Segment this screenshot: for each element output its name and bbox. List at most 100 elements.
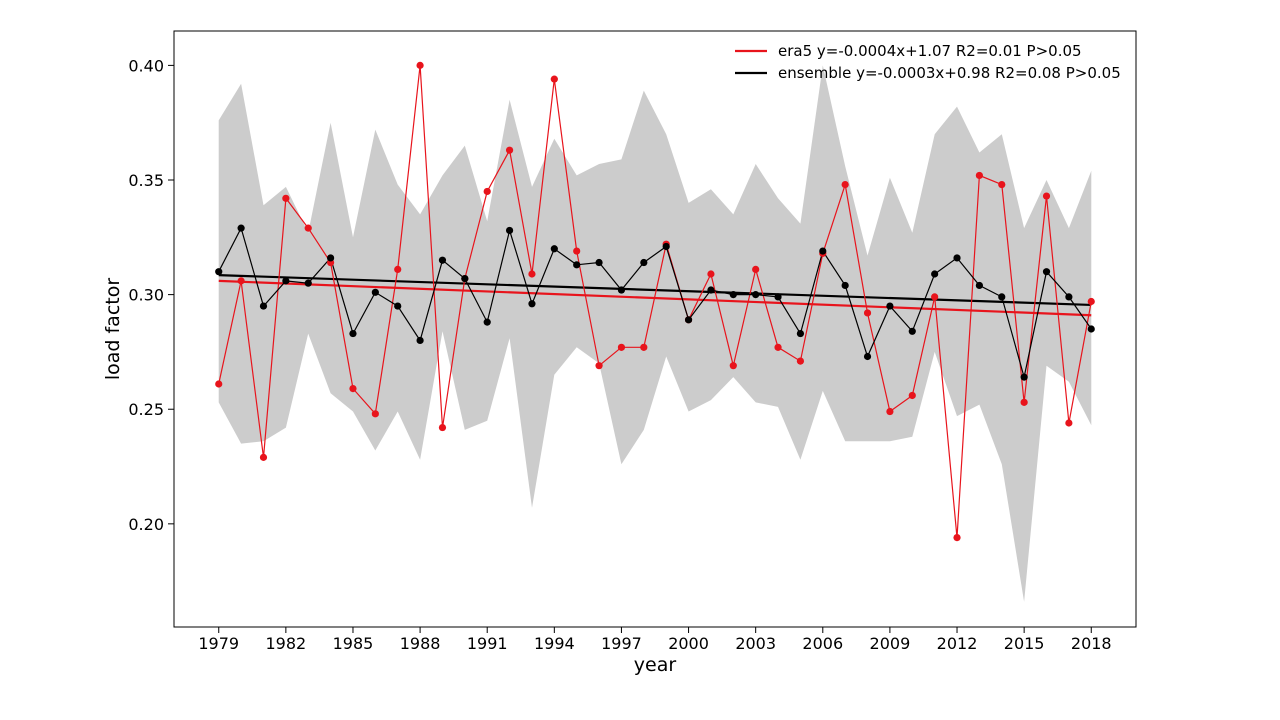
data-point-ensemble-2006	[819, 247, 827, 255]
legend-entry-era5: era5 y=-0.0004x+1.07 R2=0.01 P>0.05	[778, 42, 1082, 60]
x-tick-label: 1997	[601, 634, 642, 653]
data-point-ensemble-2013	[975, 281, 983, 290]
x-tick-label: 1994	[534, 634, 575, 653]
data-point-era5-1987	[394, 265, 402, 273]
series-line-era5	[218, 65, 1092, 538]
data-point-ensemble-1985	[349, 329, 357, 338]
data-point-era5-1982	[282, 194, 290, 202]
data-point-ensemble-1994	[550, 245, 558, 253]
data-point-ensemble-2003	[752, 291, 760, 299]
data-point-ensemble-2004	[774, 293, 782, 301]
data-point-ensemble-1987	[394, 302, 402, 310]
data-point-era5-2018	[1087, 297, 1095, 306]
x-tick-label: 1991	[467, 634, 508, 653]
data-point-ensemble-1988	[416, 336, 424, 345]
y-tick-label: 0.25	[128, 400, 164, 419]
data-point-ensemble-1982	[282, 277, 290, 285]
data-point-ensemble-2010	[908, 327, 916, 335]
x-tick-label: 1988	[400, 634, 441, 653]
data-point-ensemble-1998	[640, 258, 648, 267]
data-point-ensemble-2014	[998, 293, 1006, 301]
y-tick-label: 0.40	[128, 56, 164, 75]
data-point-era5-1986	[371, 410, 379, 418]
data-point-ensemble-2005	[796, 329, 805, 338]
data-point-ensemble-2009	[886, 302, 894, 310]
data-point-era5-1981	[259, 453, 268, 461]
data-point-ensemble-1991	[483, 318, 491, 326]
data-point-ensemble-2001	[707, 286, 715, 294]
ensemble-range-area	[218, 65, 1092, 602]
data-point-ensemble-1999	[662, 242, 670, 251]
data-point-era5-1993	[528, 270, 536, 278]
x-tick-label: 2000	[668, 634, 709, 653]
x-tick-label: 2009	[870, 634, 911, 653]
data-point-ensemble-2012	[953, 254, 961, 262]
data-point-ensemble-1984	[327, 254, 335, 262]
data-point-ensemble-1980	[237, 224, 245, 232]
data-point-era5-1994	[550, 75, 558, 83]
data-point-era5-2002	[729, 362, 737, 370]
series-line-ensemble	[218, 226, 1092, 378]
series-lines	[218, 65, 1092, 538]
data-point-ensemble-2016	[1042, 268, 1051, 276]
data-point-era5-1985	[349, 385, 357, 393]
data-point-era5-1988	[416, 61, 424, 69]
x-tick-label: 2006	[802, 634, 843, 653]
data-point-ensemble-1993	[528, 300, 536, 308]
y-tick-label: 0.30	[128, 286, 164, 305]
data-point-era5-1989	[438, 423, 447, 432]
data-point-ensemble-1990	[461, 274, 469, 283]
data-point-ensemble-1983	[304, 279, 312, 287]
data-point-era5-1979	[215, 380, 223, 388]
data-point-ensemble-2007	[841, 281, 849, 290]
x-tick-label: 1985	[333, 634, 374, 653]
data-point-ensemble-2015	[1020, 373, 1028, 381]
x-axis-label: year	[634, 654, 677, 676]
data-point-ensemble-1986	[371, 288, 379, 296]
x-tick-label: 2018	[1071, 634, 1112, 653]
x-tick-label: 1982	[266, 634, 307, 653]
y-axis-ticks: 0.20 0.25 0.30 0.35 0.40	[128, 56, 174, 534]
y-tick-label: 0.20	[128, 515, 164, 534]
trend-line-ensemble	[218, 274, 1092, 307]
data-point-era5-2003	[752, 265, 760, 273]
data-point-era5-2001	[707, 270, 715, 278]
data-point-ensemble-2002	[729, 291, 737, 299]
legend-entry-ensemble: ensemble y=-0.0003x+0.98 R2=0.08 P>0.05	[778, 64, 1121, 82]
data-point-ensemble-1995	[573, 261, 581, 269]
y-tick-label: 0.35	[128, 171, 164, 190]
data-point-era5-1983	[304, 224, 312, 232]
data-point-era5-2014	[998, 180, 1006, 189]
data-point-ensemble-2017	[1065, 293, 1073, 301]
data-point-era5-2010	[908, 391, 916, 400]
data-point-era5-1980	[237, 277, 245, 285]
data-point-ensemble-1979	[215, 268, 223, 276]
x-tick-label: 2015	[1004, 634, 1045, 653]
data-point-era5-2009	[886, 407, 894, 416]
legend: era5 y=-0.0004x+1.07 R2=0.01 P>0.05 ense…	[735, 42, 1121, 82]
data-point-ensemble-2011	[931, 270, 939, 278]
x-tick-label: 2012	[937, 634, 978, 653]
plot-frame	[173, 30, 1137, 628]
data-point-era5-1992	[505, 146, 514, 154]
data-point-ensemble-1989	[438, 256, 447, 264]
data-point-era5-2004	[774, 343, 782, 351]
data-point-era5-2008	[863, 309, 872, 317]
ensemble-range-band	[218, 65, 1092, 602]
data-point-era5-2007	[841, 180, 849, 189]
data-point-ensemble-2000	[684, 316, 693, 324]
data-point-ensemble-1981	[259, 302, 268, 310]
data-point-era5-2017	[1065, 419, 1073, 427]
data-point-ensemble-2018	[1087, 325, 1095, 333]
data-point-ensemble-2008	[863, 352, 872, 361]
data-point-era5-1995	[573, 247, 581, 255]
data-point-era5-2015	[1020, 398, 1028, 406]
data-point-era5-2005	[796, 357, 805, 365]
data-point-ensemble-1992	[505, 226, 514, 235]
series-points	[215, 61, 1095, 542]
data-point-era5-1991	[483, 187, 491, 196]
data-point-era5-2016	[1042, 192, 1051, 200]
y-axis-label: load factor	[102, 278, 124, 380]
data-point-era5-2012	[953, 534, 961, 542]
